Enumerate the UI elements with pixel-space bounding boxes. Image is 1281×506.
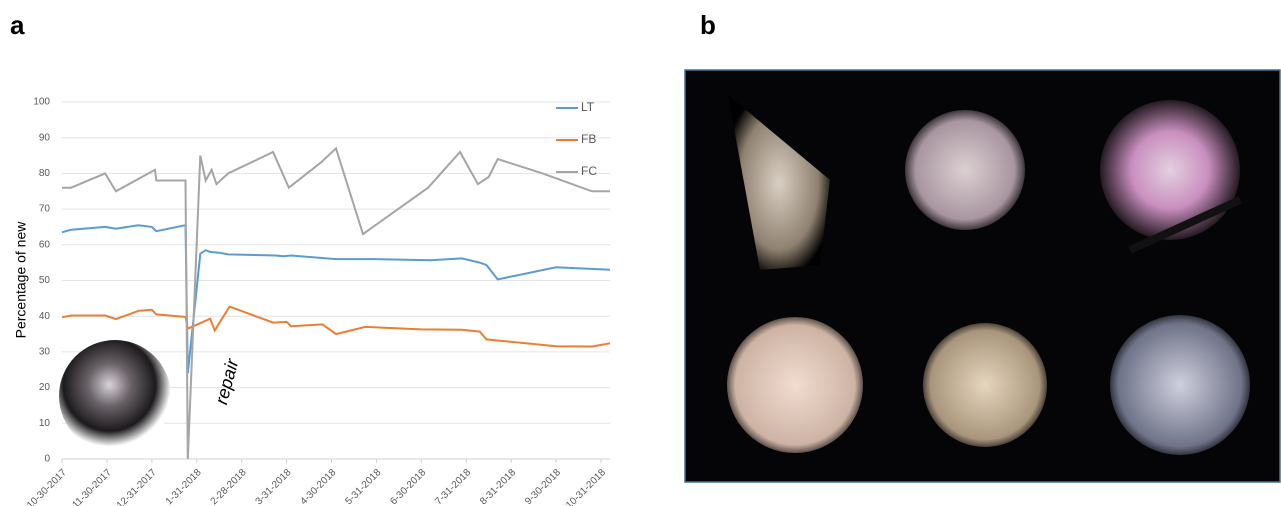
panel-label: b xyxy=(700,10,716,40)
image xyxy=(1100,100,1240,240)
series-line xyxy=(61,223,611,374)
x-tick-label: 5-31-2018 xyxy=(343,467,383,506)
x-tick-label: 2-28-2018 xyxy=(209,467,249,506)
y-axis-label: Percentage of new xyxy=(13,221,29,339)
y-tick-label: 60 xyxy=(39,239,51,250)
x-tick-label: 10-31-2018 xyxy=(564,467,608,506)
x-tick-label: 6-30-2018 xyxy=(388,467,428,506)
x-tick-label: 10-30-2017 xyxy=(25,467,69,506)
image xyxy=(1110,315,1250,455)
microscope-images xyxy=(684,69,1281,483)
x-tick-label: 4-30-2018 xyxy=(298,467,338,506)
y-tick-label: 10 xyxy=(39,418,51,429)
y-tick-label: 90 xyxy=(39,132,51,143)
y-tick-label: 70 xyxy=(39,204,51,215)
y-tick-label: 20 xyxy=(39,382,51,393)
y-tick-label: 80 xyxy=(39,168,51,179)
series-line xyxy=(62,146,610,460)
panel-label: a xyxy=(10,10,25,40)
x-tick-label: 3-31-2018 xyxy=(254,467,294,506)
annotation: repair xyxy=(211,356,242,407)
image xyxy=(728,95,830,270)
image xyxy=(905,110,1025,230)
y-tick-label: 50 xyxy=(39,275,51,286)
x-tick-label: 8-31-2018 xyxy=(478,467,518,506)
x-tick-label: 7-31-2018 xyxy=(433,467,473,506)
image xyxy=(923,323,1047,447)
x-tick-label: 1-31-2018 xyxy=(164,467,204,506)
x-tick-label: 9-30-2018 xyxy=(523,467,563,506)
legend-label: FC xyxy=(581,164,597,178)
image xyxy=(727,317,863,453)
x-tick-label: 11-30-2017 xyxy=(70,467,114,506)
y-tick-label: 0 xyxy=(44,454,50,465)
y-tick-label: 40 xyxy=(39,311,51,322)
inset-image xyxy=(59,340,171,452)
x-tick-label: 12-31-2017 xyxy=(115,467,159,506)
series-line xyxy=(61,305,611,348)
legend-label: LT xyxy=(581,100,595,114)
legend-label: FB xyxy=(581,132,596,146)
y-tick-label: 30 xyxy=(39,347,51,358)
y-tick-label: 100 xyxy=(33,97,50,108)
